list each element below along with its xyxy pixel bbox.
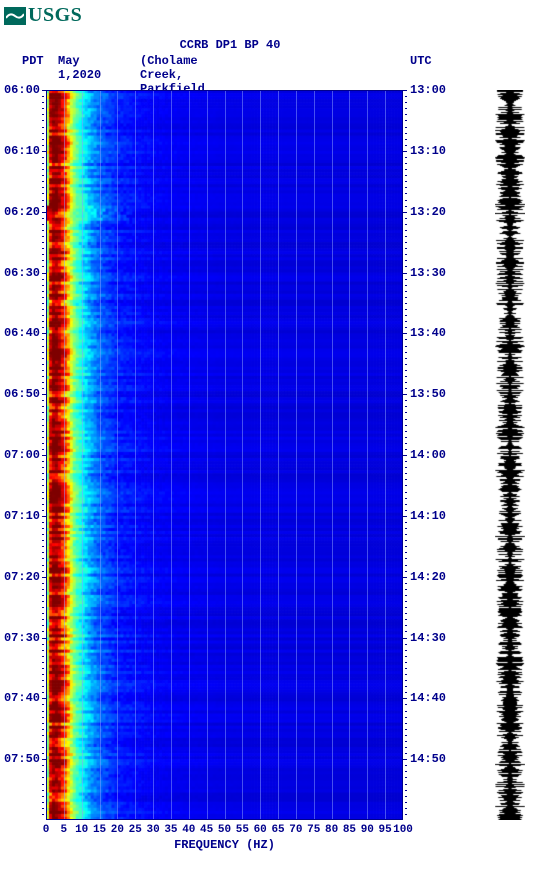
y-left-tick-label: 07:00 [4, 448, 40, 462]
y-left-tick-label: 06:40 [4, 326, 40, 340]
y-right-tick-label: 13:20 [410, 205, 446, 219]
x-tick-label: 55 [236, 824, 249, 836]
y-right-tick-label: 13:10 [410, 144, 446, 158]
x-tick-label: 30 [146, 824, 159, 836]
y-left-tick-label: 06:50 [4, 387, 40, 401]
x-tick-label: 65 [271, 824, 284, 836]
spectrogram-plot [46, 90, 403, 820]
y-left-tick-label: 06:30 [4, 266, 40, 280]
y-axis-right-ticks: 13:0013:1013:2013:3013:4013:5014:0014:10… [406, 90, 450, 820]
x-tick-label: 15 [93, 824, 106, 836]
x-tick-label: 75 [307, 824, 320, 836]
y-right-tick-label: 14:50 [410, 752, 446, 766]
x-tick-label: 35 [164, 824, 177, 836]
y-right-tick-label: 14:20 [410, 570, 446, 584]
y-left-tick-label: 07:30 [4, 631, 40, 645]
y-right-tick-label: 14:40 [410, 691, 446, 705]
y-right-tick-label: 13:40 [410, 326, 446, 340]
x-tick-label: 10 [75, 824, 88, 836]
y-left-tick-label: 06:20 [4, 205, 40, 219]
y-right-tick-label: 14:00 [410, 448, 446, 462]
chart-title: CCRB DP1 BP 40 [0, 38, 460, 52]
x-tick-label: 85 [343, 824, 356, 836]
y-axis-left-ticks: 06:0006:1006:2006:3006:4006:5007:0007:10… [0, 90, 44, 820]
y-right-tick-label: 13:50 [410, 387, 446, 401]
x-tick-label: 20 [111, 824, 124, 836]
x-tick-label: 90 [361, 824, 374, 836]
x-tick-label: 100 [393, 824, 413, 836]
root: USGS CCRB DP1 BP 40 PDT May 1,2020 (Chol… [0, 0, 552, 892]
y-left-tick-label: 07:10 [4, 509, 40, 523]
x-tick-label: 5 [61, 824, 68, 836]
y-right-tick-label: 13:30 [410, 266, 446, 280]
x-tick-label: 60 [254, 824, 267, 836]
x-tick-label: 40 [182, 824, 195, 836]
usgs-wave-icon [4, 7, 26, 25]
x-tick-label: 25 [129, 824, 142, 836]
y-left-tick-label: 07:50 [4, 752, 40, 766]
x-tick-label: 45 [200, 824, 213, 836]
tz-right-label: UTC [410, 54, 432, 68]
tz-left-label: PDT [22, 54, 44, 68]
y-right-tick-label: 14:30 [410, 631, 446, 645]
x-tick-label: 80 [325, 824, 338, 836]
y-right-tick-label: 13:00 [410, 83, 446, 97]
x-tick-label: 0 [43, 824, 50, 836]
y-left-tick-label: 07:20 [4, 570, 40, 584]
x-tick-label: 95 [379, 824, 392, 836]
usgs-logo: USGS [4, 4, 82, 27]
x-axis-label: FREQUENCY (HZ) [46, 838, 403, 852]
x-tick-label: 70 [289, 824, 302, 836]
y-right-tick-label: 14:10 [410, 509, 446, 523]
y-left-tick-label: 06:10 [4, 144, 40, 158]
usgs-logo-text: USGS [28, 4, 82, 27]
seismogram-trace [495, 90, 525, 820]
x-tick-label: 50 [218, 824, 231, 836]
y-left-tick-label: 07:40 [4, 691, 40, 705]
y-left-tick-label: 06:00 [4, 83, 40, 97]
date-label: May 1,2020 [58, 54, 101, 82]
trace-canvas [495, 90, 525, 820]
